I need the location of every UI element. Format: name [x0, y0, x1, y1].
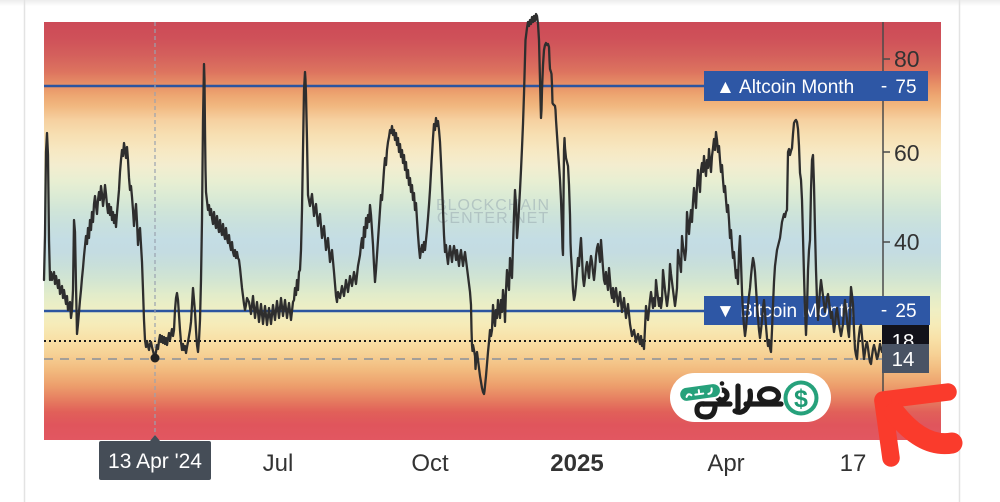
svg-text:80: 80	[894, 46, 920, 72]
svg-text:60: 60	[894, 140, 920, 166]
svg-text:Oct: Oct	[411, 450, 449, 477]
svg-text:2025: 2025	[550, 450, 603, 477]
svg-text:CENTER.NET: CENTER.NET	[437, 210, 549, 227]
svg-text:25: 25	[895, 301, 916, 322]
svg-text:13 Apr '24: 13 Apr '24	[108, 450, 202, 473]
svg-text:75: 75	[895, 77, 916, 98]
svg-text:-: -	[881, 300, 887, 321]
svg-text:14: 14	[892, 348, 915, 371]
svg-text:BLOCKCHAIN: BLOCKCHAIN	[436, 197, 550, 214]
svg-text:Apr: Apr	[707, 450, 744, 477]
svg-text:-: -	[881, 76, 887, 97]
svg-text:▲ Altcoin Month: ▲ Altcoin Month	[716, 77, 854, 98]
svg-text:17: 17	[840, 450, 867, 477]
svg-text:$: $	[794, 385, 808, 413]
svg-text:Jul: Jul	[263, 450, 294, 477]
svg-text:40: 40	[894, 229, 920, 255]
svg-text:▼ Bitcoin Month: ▼ Bitcoin Month	[716, 301, 855, 322]
